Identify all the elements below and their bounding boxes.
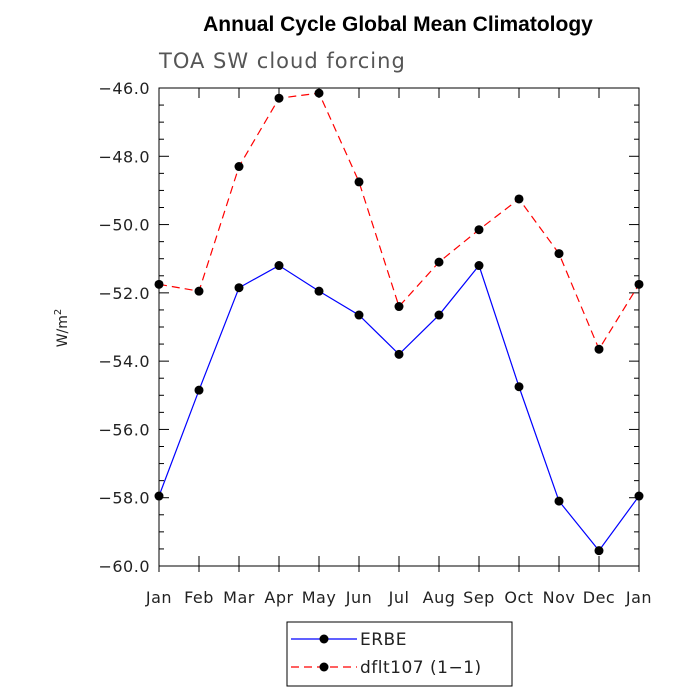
y-axis-label-text: W/m [55,315,71,347]
series-2-point [514,194,524,204]
series-layer [154,88,644,556]
x-tick-label: Jan [145,588,172,607]
series-2-point [274,93,284,103]
y-tick-label: −52.0 [98,284,150,303]
legend: ERBE dflt107 (1−1) [286,621,513,687]
x-tick-label: Dec [583,588,615,607]
axis-ticks [158,87,640,572]
series-1-point [594,546,604,556]
series-1-point [194,385,204,395]
x-tick-label: Jul [388,588,410,607]
y-tick-label: −50.0 [98,216,150,235]
series-2-point [194,286,204,296]
series-2-point [474,225,484,235]
series-2-point [554,249,564,259]
series-1-point [394,349,404,359]
legend-box [286,621,513,687]
x-tick-label: May [302,588,337,607]
series-2-point [434,257,444,267]
legend-marker-1 [319,634,329,644]
y-tick-label: −60.0 [98,557,150,576]
x-tick-label: Oct [504,588,533,607]
x-tick-label: Feb [184,588,214,607]
series-1-point [514,382,524,392]
y-tick-label: −46.0 [98,79,150,98]
y-tick-label: −48.0 [98,147,150,166]
legend-marker-2 [319,662,329,672]
y-tick-label: −58.0 [98,489,150,508]
x-tick-label: Apr [264,588,293,607]
series-2-point [394,302,404,312]
y-tick-labels: −60.0 −58.0 −56.0 −54.0 −52.0 −50.0 −48.0 −46.0 [98,79,150,576]
series-1-point [434,310,444,320]
x-tick-labels: Jan Feb Mar Apr May Jun Jul Aug Sep Oct Nov Dec Jan [145,588,652,607]
series-1-point [554,496,564,506]
series-1-point [354,310,364,320]
series-1-point [274,261,284,271]
x-tick-label: Mar [223,588,255,607]
y-tick-label: −56.0 [98,420,150,439]
x-tick-label: Aug [423,588,456,607]
y-axis-label: W/m2 [53,309,71,348]
series-1-point [474,261,484,271]
x-tick-label: Sep [463,588,495,607]
series-2-point [354,177,364,187]
legend-label-2: dflt107 (1−1) [360,658,482,678]
series-2-point [594,344,604,354]
chart-title: Annual Cycle Global Mean Climatology [203,13,593,36]
x-tick-label: Jun [345,588,373,607]
series-1-point [234,283,244,293]
x-tick-label: Nov [543,588,576,607]
y-tick-label: −54.0 [98,352,150,371]
y-axis-label-superscript: 2 [53,309,64,315]
chart-subtitle: TOA SW cloud forcing [158,49,406,73]
series-2-point [234,162,244,172]
series-1-point [314,286,324,296]
x-tick-label: Jan [625,588,652,607]
series-2-point [314,88,324,98]
legend-label-1: ERBE [360,630,407,650]
plot-frame [158,87,640,567]
svg-text:W/m2: W/m2 [53,309,71,348]
